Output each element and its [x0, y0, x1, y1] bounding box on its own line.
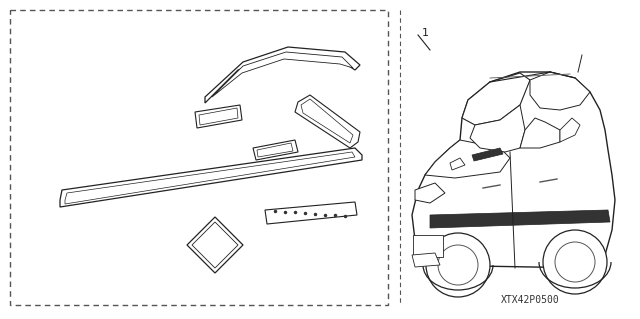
- Polygon shape: [199, 108, 238, 125]
- Polygon shape: [472, 148, 503, 161]
- Circle shape: [426, 233, 490, 297]
- Bar: [10, 10, 388, 305]
- Polygon shape: [192, 222, 238, 268]
- Polygon shape: [450, 158, 465, 170]
- Polygon shape: [205, 47, 360, 103]
- Polygon shape: [462, 73, 530, 125]
- Polygon shape: [415, 183, 445, 203]
- Polygon shape: [412, 253, 440, 267]
- Polygon shape: [257, 143, 293, 157]
- Polygon shape: [560, 118, 580, 142]
- Polygon shape: [295, 95, 360, 148]
- Polygon shape: [253, 140, 298, 160]
- Polygon shape: [301, 99, 353, 143]
- Circle shape: [543, 230, 607, 294]
- Bar: [413, 235, 443, 257]
- Circle shape: [555, 242, 595, 282]
- Polygon shape: [265, 202, 357, 224]
- Polygon shape: [520, 118, 560, 148]
- Polygon shape: [60, 148, 362, 207]
- Circle shape: [438, 245, 478, 285]
- Text: 1: 1: [422, 28, 429, 38]
- Polygon shape: [212, 52, 353, 97]
- Polygon shape: [412, 72, 615, 268]
- Polygon shape: [65, 152, 355, 204]
- Polygon shape: [470, 105, 525, 152]
- Polygon shape: [195, 105, 242, 128]
- Polygon shape: [430, 210, 610, 228]
- Polygon shape: [425, 140, 510, 178]
- Polygon shape: [187, 217, 243, 273]
- Text: XTX42P0500: XTX42P0500: [500, 295, 559, 305]
- Polygon shape: [530, 72, 590, 110]
